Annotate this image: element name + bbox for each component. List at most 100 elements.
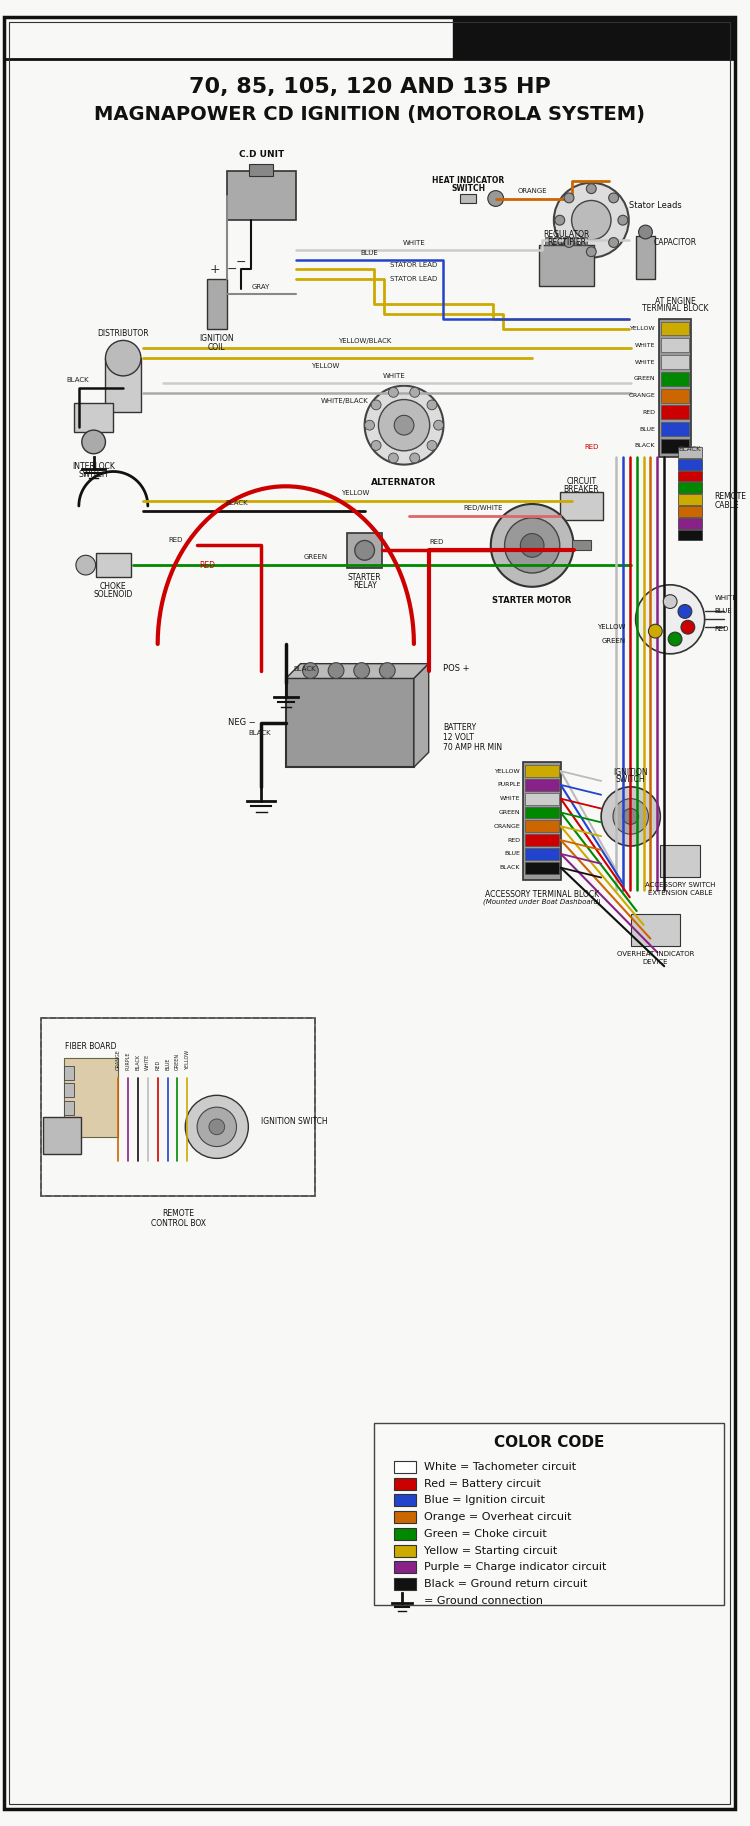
Text: Blue = Ignition circuit: Blue = Ignition circuit <box>424 1495 544 1505</box>
Bar <box>678 482 702 493</box>
Bar <box>525 792 559 805</box>
Text: BREAKER: BREAKER <box>564 484 599 493</box>
Text: WHITE: WHITE <box>382 373 406 380</box>
Polygon shape <box>286 663 429 679</box>
Circle shape <box>554 183 628 257</box>
Text: BLUE: BLUE <box>715 608 732 614</box>
Bar <box>525 780 559 791</box>
Text: CIRCUIT: CIRCUIT <box>566 477 596 486</box>
Text: C.D UNIT: C.D UNIT <box>238 150 284 159</box>
Bar <box>460 194 476 203</box>
Circle shape <box>433 420 443 431</box>
Text: ORANGE: ORANGE <box>628 393 656 398</box>
Text: STATOR LEAD: STATOR LEAD <box>390 276 437 283</box>
Text: CAPACITOR: CAPACITOR <box>653 239 697 247</box>
Bar <box>539 245 594 287</box>
Text: 12 VOLT: 12 VOLT <box>443 732 474 741</box>
Circle shape <box>209 1119 225 1134</box>
Text: IGNITION: IGNITION <box>200 334 234 343</box>
Circle shape <box>555 215 565 225</box>
Text: YELLOW: YELLOW <box>184 1050 190 1070</box>
Text: GRAY: GRAY <box>252 285 270 290</box>
Text: Green = Choke circuit: Green = Choke circuit <box>424 1528 547 1539</box>
Bar <box>394 1545 416 1556</box>
Text: 70 AMP HR MIN: 70 AMP HR MIN <box>443 743 503 752</box>
Circle shape <box>82 431 106 453</box>
Text: Purple = Charge indicator circuit: Purple = Charge indicator circuit <box>424 1563 606 1572</box>
Text: YELLOW/BLACK: YELLOW/BLACK <box>338 338 392 345</box>
Bar <box>660 845 700 876</box>
Bar <box>286 679 414 767</box>
Text: (Mounted under Boat Dashboard): (Mounted under Boat Dashboard) <box>483 898 601 906</box>
Circle shape <box>613 798 649 834</box>
Text: REMOTE: REMOTE <box>163 1209 194 1218</box>
Text: MAGNAPOWER CD IGNITION (MOTOROLA SYSTEM): MAGNAPOWER CD IGNITION (MOTOROLA SYSTEM) <box>94 106 645 124</box>
Bar <box>525 862 559 873</box>
Text: BLACK: BLACK <box>225 500 248 506</box>
Bar <box>678 495 702 506</box>
Bar <box>631 915 680 946</box>
Text: NEG −: NEG − <box>229 718 256 727</box>
Bar <box>347 533 382 568</box>
Circle shape <box>410 453 420 464</box>
Text: BLACK: BLACK <box>679 446 701 451</box>
Text: BLUE: BLUE <box>640 427 656 431</box>
Circle shape <box>388 387 398 398</box>
Text: WHITE: WHITE <box>634 360 656 365</box>
Text: ORANGE: ORANGE <box>494 824 520 829</box>
Text: YELLOW: YELLOW <box>340 489 369 497</box>
Bar <box>394 1494 416 1506</box>
Circle shape <box>302 663 318 679</box>
Text: DISTRIBUTOR: DISTRIBUTOR <box>98 329 149 338</box>
Text: YELLOW: YELLOW <box>630 327 656 331</box>
Text: Red = Battery circuit: Red = Battery circuit <box>424 1479 541 1488</box>
Text: BLACK: BLACK <box>294 666 316 672</box>
Circle shape <box>371 400 381 409</box>
Circle shape <box>586 247 596 257</box>
Bar <box>636 236 656 279</box>
Text: RED: RED <box>642 409 656 415</box>
Bar <box>394 1477 416 1490</box>
Text: ORANGE: ORANGE <box>518 188 547 194</box>
Text: SWITCH: SWITCH <box>451 184 485 194</box>
Text: CONTROL BOX: CONTROL BOX <box>151 1220 206 1227</box>
Text: RED: RED <box>155 1059 160 1070</box>
Circle shape <box>185 1096 248 1158</box>
Text: Black = Ground return circuit: Black = Ground return circuit <box>424 1579 587 1589</box>
Text: STATOR LEAD: STATOR LEAD <box>390 261 437 268</box>
Text: BLUE: BLUE <box>361 250 379 256</box>
Circle shape <box>371 440 381 451</box>
Circle shape <box>379 400 430 451</box>
Text: COLOR CODE: COLOR CODE <box>494 1435 604 1450</box>
Bar <box>394 1578 416 1590</box>
Bar <box>662 422 688 436</box>
Circle shape <box>572 201 611 239</box>
Text: BLUE: BLUE <box>165 1057 170 1070</box>
Circle shape <box>636 584 705 654</box>
Text: ACCESSORY TERMINAL BLOCK: ACCESSORY TERMINAL BLOCK <box>485 889 599 898</box>
Bar <box>525 820 559 833</box>
Text: White = Tachometer circuit: White = Tachometer circuit <box>424 1463 576 1472</box>
Text: BLUE: BLUE <box>505 851 520 856</box>
Text: BLACK: BLACK <box>66 376 88 383</box>
Text: WHITE/BLACK: WHITE/BLACK <box>321 398 369 404</box>
Text: SWITCH: SWITCH <box>616 776 646 785</box>
Bar <box>662 389 688 402</box>
Circle shape <box>410 387 420 398</box>
Circle shape <box>618 215 628 225</box>
Text: ALTERNATOR: ALTERNATOR <box>371 478 436 488</box>
Bar <box>572 540 591 550</box>
Text: RED: RED <box>430 539 444 546</box>
Text: BLACK: BLACK <box>500 866 520 871</box>
Bar <box>64 1057 118 1138</box>
Text: SOLENOID: SOLENOID <box>94 590 133 599</box>
Bar <box>74 402 113 433</box>
Bar <box>249 164 273 175</box>
Text: AT ENGINE: AT ENGINE <box>655 296 695 305</box>
Bar <box>678 506 702 517</box>
Bar <box>545 237 552 245</box>
Bar <box>662 338 688 352</box>
Circle shape <box>564 194 574 203</box>
Circle shape <box>649 624 662 637</box>
Text: BLACK: BLACK <box>634 444 656 449</box>
